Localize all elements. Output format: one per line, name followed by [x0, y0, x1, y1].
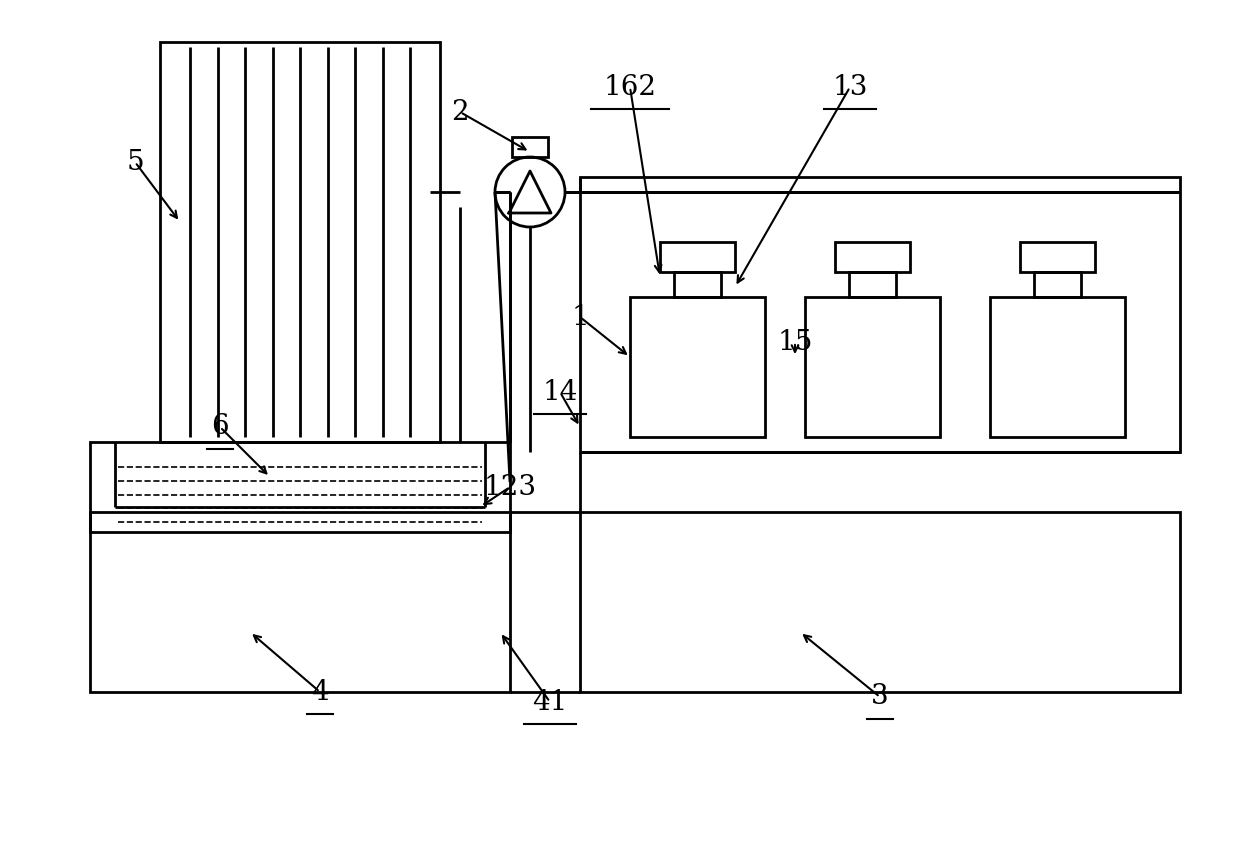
- Text: 4: 4: [311, 679, 328, 706]
- Text: 3: 3: [871, 684, 888, 711]
- Text: 6: 6: [211, 413, 229, 440]
- Text: 2: 2: [451, 99, 468, 125]
- Text: 123: 123: [483, 473, 536, 500]
- Text: 13: 13: [833, 73, 867, 100]
- Text: 5: 5: [126, 148, 144, 175]
- Text: 14: 14: [543, 379, 577, 406]
- Text: 162: 162: [603, 73, 657, 100]
- Text: 1: 1: [571, 303, 589, 331]
- Text: 41: 41: [533, 689, 567, 716]
- Text: 15: 15: [777, 328, 813, 355]
